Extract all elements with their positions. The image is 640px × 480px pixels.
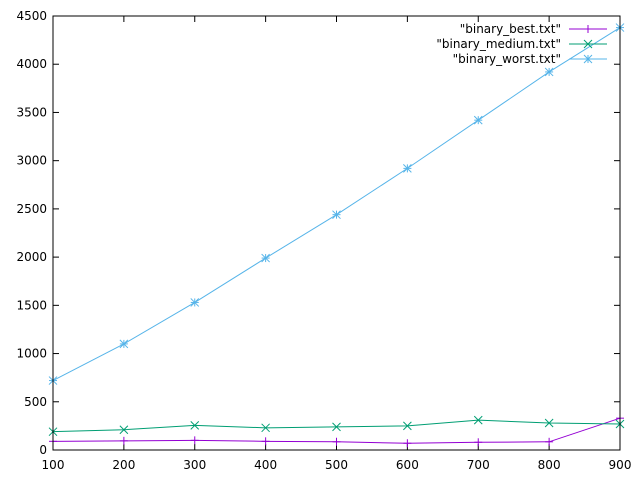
- data-point: [332, 210, 341, 220]
- legend-label: "binary_best.txt": [460, 22, 561, 36]
- data-point: [403, 421, 412, 431]
- x-tick-label: 900: [609, 458, 632, 472]
- data-point: [545, 437, 554, 446]
- legend-entry: "binary_medium.txt": [436, 37, 607, 51]
- x-tick-label: 600: [396, 458, 419, 472]
- y-tick-label: 4500: [16, 9, 47, 23]
- legend-marker: [583, 54, 593, 64]
- legend-marker: [584, 25, 592, 33]
- y-tick-label: 2000: [16, 250, 47, 264]
- data-point: [403, 439, 412, 448]
- y-tick-label: 0: [39, 443, 47, 457]
- y-tick-label: 1000: [16, 347, 47, 361]
- series-1: [49, 414, 624, 448]
- legend-entry: "binary_worst.txt": [453, 52, 607, 66]
- data-point: [261, 423, 270, 433]
- series-line: [52, 419, 621, 433]
- data-point: [332, 422, 341, 432]
- data-point: [403, 164, 412, 173]
- data-point: [473, 115, 483, 125]
- data-point: [190, 421, 200, 430]
- series-line: [52, 27, 621, 382]
- legend-label: "binary_medium.txt": [436, 37, 561, 51]
- series-3: [48, 23, 625, 385]
- y-tick-label: 1500: [16, 298, 47, 312]
- plot-series: [48, 23, 625, 448]
- y-axis: 0 500 1000 1500 2000 2500 3000 3500 4000 4500: [16, 9, 620, 457]
- x-tick-label: 700: [467, 458, 490, 472]
- series-2: [48, 415, 625, 437]
- legend-label: "binary_worst.txt": [453, 52, 561, 66]
- y-tick-label: 4000: [16, 57, 47, 71]
- data-point: [332, 437, 341, 446]
- data-point: [544, 67, 554, 77]
- data-point: [261, 437, 270, 446]
- y-tick-label: 500: [24, 395, 47, 409]
- x-tick-label: 500: [325, 458, 348, 472]
- data-point: [190, 436, 199, 445]
- y-tick-label: 3500: [16, 105, 47, 119]
- plot-frame: [52, 15, 621, 451]
- y-tick-label: 2500: [16, 202, 47, 216]
- x-tick-label: 100: [42, 458, 65, 472]
- legend-marker: [583, 39, 593, 49]
- x-axis: 100 200 300 400 500 600 700 800 900: [42, 16, 632, 472]
- x-tick-label: 200: [112, 458, 135, 472]
- legend-entry: "binary_best.txt": [460, 22, 607, 36]
- data-point: [119, 339, 129, 349]
- data-point: [119, 436, 128, 445]
- x-tick-label: 300: [183, 458, 206, 472]
- data-point: [474, 438, 483, 447]
- legend: "binary_best.txt""binary_medium.txt""bin…: [436, 22, 607, 66]
- data-point: [544, 418, 554, 428]
- data-point: [261, 253, 270, 263]
- y-tick-label: 3000: [16, 154, 47, 168]
- data-point: [119, 425, 129, 435]
- x-tick-label: 400: [254, 458, 277, 472]
- x-tick-label: 800: [538, 458, 561, 472]
- data-point: [190, 298, 200, 307]
- data-point: [473, 415, 483, 425]
